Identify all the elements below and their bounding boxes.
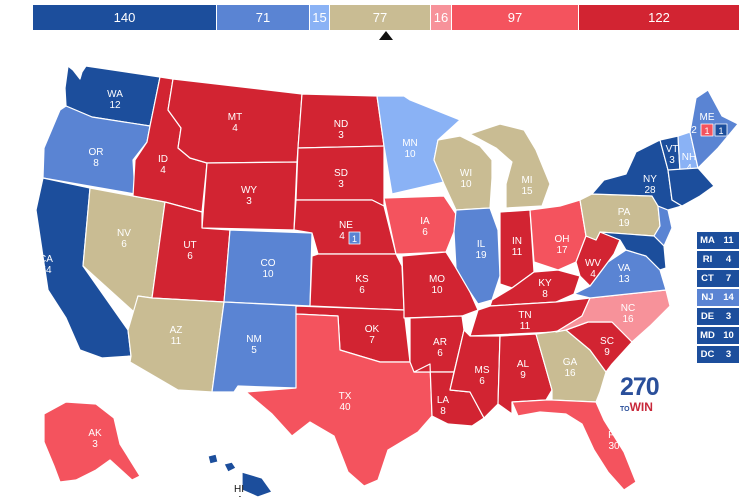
svg-text:LA8: LA 8 [437, 395, 450, 417]
svg-text:MT4: MT 4 [228, 112, 242, 134]
svg-text:ME: ME [700, 112, 715, 123]
svg-text:KY8: KY 8 [538, 278, 552, 300]
svg-text:NE4: NE 4 [339, 220, 353, 242]
small-states-list: MA 11 RI 4 CT 7 NJ 14 DE 3 MD 10 DC 3 [697, 232, 739, 365]
svg-text:NM5: NM 5 [246, 334, 262, 356]
svg-text:AR6: AR 6 [433, 337, 447, 359]
tally-tossup[interactable]: 77 [330, 5, 431, 30]
state-CO[interactable]: CO 10 [223, 229, 313, 307]
state-NM[interactable]: NM 5 [211, 301, 304, 393]
state-WI[interactable]: WI 10 [433, 135, 493, 211]
svg-text:1: 1 [352, 234, 357, 244]
svg-text:AK3: AK 3 [88, 428, 102, 450]
svg-text:HI4: HI4 [234, 484, 244, 497]
state-WY[interactable]: WY 3 [201, 161, 298, 231]
small-state-DC[interactable]: DC 3 [697, 346, 739, 363]
svg-text:2: 2 [691, 125, 697, 136]
tally-safe-rep[interactable]: 122 [579, 5, 739, 30]
svg-text:OR8: OR 8 [89, 147, 104, 169]
svg-text:MS6: MS 6 [475, 365, 490, 387]
svg-text:OK7: OK 7 [365, 324, 380, 346]
state-IA[interactable]: IA 6 [383, 195, 457, 255]
svg-text:ID4: ID 4 [158, 154, 168, 176]
state-MD-DE[interactable] [599, 231, 667, 271]
svg-text:AL9: AL 9 [517, 359, 530, 381]
state-AZ[interactable]: AZ 11 [127, 295, 225, 393]
small-state-MA[interactable]: MA 11 [697, 232, 739, 249]
state-TX[interactable]: TX 40 [245, 313, 433, 487]
tally-lean-dem[interactable]: 15 [310, 5, 330, 30]
tally-likely-dem[interactable]: 71 [217, 5, 310, 30]
state-New-England-south[interactable] [667, 167, 715, 207]
svg-text:KS6: KS 6 [355, 274, 369, 296]
small-state-RI[interactable]: RI 4 [697, 251, 739, 268]
district-NE2[interactable]: 1 [348, 231, 361, 245]
state-KS[interactable]: KS 6 [309, 253, 405, 311]
state-AR[interactable]: AR 6 [409, 315, 465, 373]
svg-text:1: 1 [704, 126, 709, 136]
small-state-NJ[interactable]: NJ 14 [697, 289, 739, 306]
state-SD[interactable]: SD 3 [295, 145, 385, 207]
svg-text:NV6: NV 6 [117, 228, 131, 250]
svg-text:WV4: WV 4 [585, 258, 601, 280]
state-ND[interactable]: ND 3 [297, 93, 385, 149]
svg-text:SC9: SC 9 [600, 336, 614, 358]
district-ME2[interactable]: 1 [700, 123, 714, 137]
tally-likely-rep[interactable]: 97 [452, 5, 579, 30]
svg-text:VT3: VT 3 [666, 144, 679, 166]
logo-text: TOWIN [620, 400, 653, 414]
state-IL[interactable]: IL 19 [453, 207, 501, 305]
state-MT[interactable]: MT 4 [167, 78, 303, 164]
state-AK[interactable]: AK 3 [43, 401, 141, 483]
small-state-DE[interactable]: DE 3 [697, 308, 739, 325]
svg-text:WY3: WY 3 [241, 185, 257, 207]
tally-safe-dem[interactable]: 140 [33, 5, 217, 30]
svg-text:ND3: ND 3 [334, 119, 348, 141]
state-NC[interactable]: NC 16 [555, 289, 671, 343]
tally-lean-rep[interactable]: 16 [431, 5, 452, 30]
svg-text:IA6: IA 6 [420, 216, 430, 238]
270-marker-icon [379, 31, 393, 40]
small-state-MD[interactable]: MD 10 [697, 327, 739, 344]
svg-text:UT6: UT 6 [183, 240, 196, 262]
logo-number: 270 [620, 373, 660, 401]
state-HI[interactable]: HI4 [207, 453, 273, 497]
svg-text:SD3: SD 3 [334, 168, 348, 190]
small-state-CT[interactable]: CT 7 [697, 270, 739, 287]
district-ME-AL[interactable]: 2 [691, 125, 697, 136]
state-MI[interactable]: MI 15 [469, 123, 551, 209]
svg-text:1: 1 [718, 126, 723, 136]
state-FL[interactable]: FL 30 [511, 399, 637, 491]
state-ME[interactable]: ME [689, 89, 739, 169]
270towin-logo[interactable]: 270 TOWIN [620, 375, 668, 419]
state-MS[interactable]: MS 6 [449, 329, 501, 419]
electoral-tally-bar: 140 71 15 77 16 97 122 [33, 5, 739, 30]
district-ME1[interactable]: 1 [714, 123, 728, 137]
